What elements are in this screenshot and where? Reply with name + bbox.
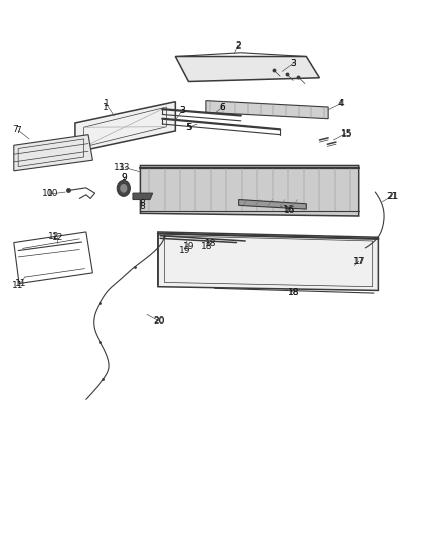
Polygon shape	[175, 56, 319, 82]
Text: 5: 5	[186, 123, 191, 132]
Text: 3: 3	[290, 59, 296, 68]
Text: 13: 13	[114, 163, 125, 172]
Text: 11: 11	[12, 280, 24, 289]
Text: 3: 3	[290, 59, 296, 68]
Text: 20: 20	[153, 316, 164, 325]
Text: 11: 11	[14, 279, 26, 288]
Text: 17: 17	[353, 257, 364, 265]
Text: 16: 16	[284, 206, 296, 215]
Polygon shape	[75, 102, 175, 152]
Text: 7: 7	[12, 125, 18, 134]
Text: 19: 19	[183, 243, 194, 252]
Circle shape	[117, 180, 131, 196]
Text: 15: 15	[341, 130, 353, 139]
Text: 1: 1	[102, 102, 108, 111]
Text: 4: 4	[338, 99, 343, 108]
Text: 7: 7	[15, 126, 21, 135]
Circle shape	[120, 184, 127, 193]
Text: 18: 18	[201, 242, 212, 251]
Text: 8: 8	[140, 203, 145, 212]
Text: 3: 3	[179, 106, 185, 115]
Polygon shape	[141, 165, 359, 216]
Text: 10: 10	[46, 189, 58, 198]
Text: 18: 18	[205, 239, 216, 248]
Text: 13: 13	[120, 163, 131, 172]
Text: 2: 2	[235, 41, 240, 50]
Text: 15: 15	[341, 129, 353, 138]
Polygon shape	[239, 199, 306, 209]
Text: 9: 9	[121, 173, 127, 182]
Text: 17: 17	[354, 257, 365, 265]
Text: 19: 19	[179, 246, 191, 255]
Text: 1: 1	[103, 99, 109, 108]
Polygon shape	[206, 101, 328, 119]
Polygon shape	[133, 193, 152, 199]
Polygon shape	[158, 232, 378, 290]
Text: 4: 4	[339, 99, 344, 108]
Text: 5: 5	[187, 123, 192, 132]
Text: 12: 12	[52, 233, 63, 242]
Text: 18: 18	[287, 287, 299, 296]
Text: 3: 3	[179, 106, 185, 115]
Text: 8: 8	[140, 199, 145, 208]
Text: 10: 10	[42, 189, 53, 198]
Text: 21: 21	[386, 192, 398, 201]
Text: 18: 18	[288, 287, 300, 296]
Text: 9: 9	[121, 173, 127, 182]
Text: 6: 6	[219, 102, 226, 111]
Text: 16: 16	[283, 205, 295, 214]
Text: 12: 12	[48, 232, 60, 241]
Text: 6: 6	[219, 102, 226, 111]
Polygon shape	[14, 135, 92, 171]
Text: 21: 21	[387, 192, 399, 201]
Text: 20: 20	[153, 317, 164, 326]
Text: 2: 2	[236, 43, 241, 52]
